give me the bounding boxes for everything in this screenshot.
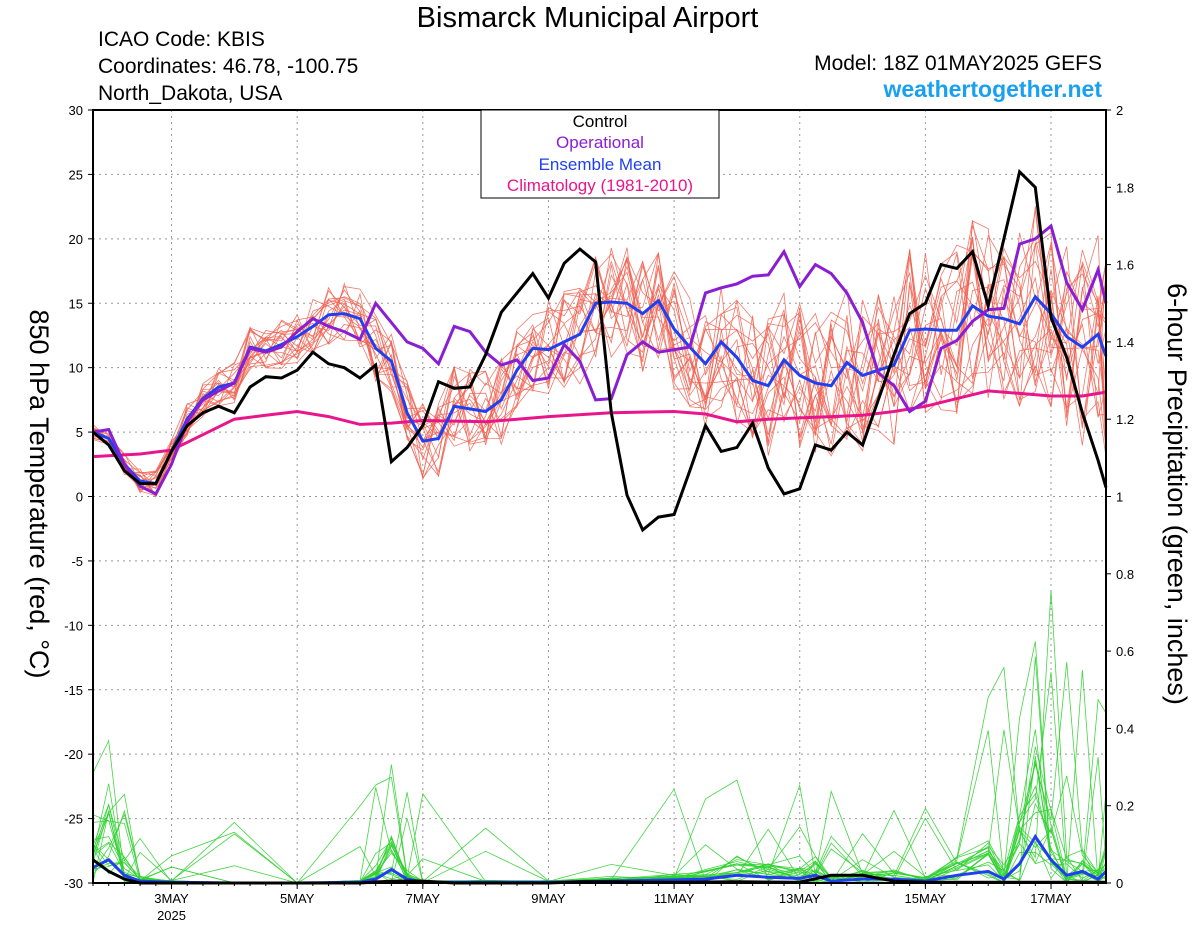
x-tick-label: 9MAY bbox=[531, 891, 566, 906]
right-axis-label: 6-hour Precipitation (green, inches) bbox=[1162, 283, 1192, 705]
legend-operational: Operational bbox=[556, 133, 644, 152]
right-tick-label: 1.2 bbox=[1116, 412, 1134, 427]
legend: Control Operational Ensemble Mean Climat… bbox=[480, 109, 720, 199]
legend-ensemble-mean: Ensemble Mean bbox=[539, 155, 662, 174]
ensemble-member-precip-line bbox=[92, 656, 1107, 884]
left-tick-label: -25 bbox=[64, 812, 83, 827]
ensemble-member-precip-line bbox=[92, 807, 1107, 884]
ensemble-member-temp-line bbox=[92, 264, 1107, 497]
x-tick-label: 15MAY bbox=[905, 891, 947, 906]
ensemble-member-precip-line bbox=[92, 809, 1107, 884]
ensemble-member-temp-line bbox=[92, 252, 1107, 488]
x-tick-label: 11MAY bbox=[654, 891, 695, 906]
legend-box bbox=[480, 109, 720, 199]
legend-climatology: Climatology (1981-2010) bbox=[507, 176, 693, 195]
ensemble-member-temp-line bbox=[92, 243, 1107, 478]
left-tick-label: 0 bbox=[76, 490, 83, 505]
ensemble-member-precip-line bbox=[92, 779, 1107, 884]
model-run: Model: 18Z 01MAY2025 GEFS bbox=[814, 52, 1102, 75]
ensemble-member-temp-line bbox=[92, 206, 1107, 487]
left-tick-label: 5 bbox=[76, 425, 83, 440]
chart-title: Bismarck Municipal Airport bbox=[416, 2, 759, 34]
left-tick-label: -10 bbox=[64, 618, 83, 633]
ensemble-member-precip-line bbox=[92, 672, 1107, 884]
region: North_Dakota, USA bbox=[98, 82, 283, 105]
ensemble-member-precip-line bbox=[92, 662, 1107, 884]
ensemble-member-temp-line bbox=[92, 253, 1107, 481]
x-tick-label: 5MAY bbox=[280, 891, 315, 906]
x-tick-label: 7MAY bbox=[406, 891, 441, 906]
left-tick-label: -15 bbox=[64, 683, 83, 698]
ensemble-member-precip-line bbox=[92, 590, 1107, 884]
right-tick-label: 0.8 bbox=[1116, 567, 1134, 582]
right-tick-label: 0 bbox=[1116, 876, 1123, 891]
left-tick-label: 30 bbox=[69, 103, 83, 118]
left-tick-label: -20 bbox=[64, 747, 83, 762]
right-tick-label: 1.6 bbox=[1116, 258, 1134, 273]
ensemble-member-precip-line bbox=[92, 641, 1107, 884]
right-tick-label: 1.8 bbox=[1116, 180, 1134, 195]
ensemble-member-precip-line bbox=[92, 669, 1107, 884]
icao-code: ICAO Code: KBIS bbox=[98, 28, 265, 51]
left-tick-label: 20 bbox=[69, 232, 83, 247]
ensemble-member-precip-line bbox=[92, 698, 1107, 884]
x-tick-year: 2025 bbox=[157, 908, 186, 923]
ensemble-member-temp-line bbox=[92, 232, 1107, 477]
ensemble-member-temp-line bbox=[92, 220, 1107, 494]
right-tick-label: 2 bbox=[1116, 103, 1123, 118]
ensemble-member-temp-line bbox=[92, 239, 1107, 483]
left-tick-label: -30 bbox=[64, 876, 83, 891]
left-axis-label: 850 hPa Temperature (red, °C) bbox=[24, 310, 54, 679]
right-tick-label: 0.4 bbox=[1116, 721, 1134, 736]
ensemble-member-precip-line bbox=[92, 746, 1107, 884]
operational-temp-line bbox=[92, 223, 1108, 496]
left-tick-label: 10 bbox=[69, 361, 83, 376]
left-tick-label: 25 bbox=[69, 167, 83, 182]
right-tick-label: 0.2 bbox=[1116, 799, 1134, 814]
legend-control: Control bbox=[573, 112, 628, 131]
main-series bbox=[92, 168, 1108, 885]
ensemble-member-precip-line bbox=[92, 783, 1107, 884]
coordinates: Coordinates: 46.78, -100.75 bbox=[98, 55, 359, 78]
climatology-temp-line bbox=[92, 389, 1107, 459]
axis-ticks: 302520151050-5-10-15-20-25-3021.81.61.41… bbox=[64, 103, 1134, 923]
left-tick-label: -5 bbox=[71, 554, 83, 569]
grid-lines bbox=[93, 110, 1106, 883]
x-tick-label: 13MAY bbox=[779, 891, 821, 906]
x-tick-label: 3MAY bbox=[154, 891, 189, 906]
right-tick-label: 1 bbox=[1116, 490, 1123, 505]
website-credit: weathertogether.net bbox=[883, 76, 1102, 102]
control-temp-line bbox=[92, 168, 1108, 533]
x-tick-label: 17MAY bbox=[1030, 891, 1072, 906]
ensemble-member-temp-line bbox=[92, 237, 1107, 484]
right-tick-label: 1.4 bbox=[1116, 335, 1134, 350]
left-tick-label: 15 bbox=[69, 296, 83, 311]
right-tick-label: 0.6 bbox=[1116, 644, 1134, 659]
